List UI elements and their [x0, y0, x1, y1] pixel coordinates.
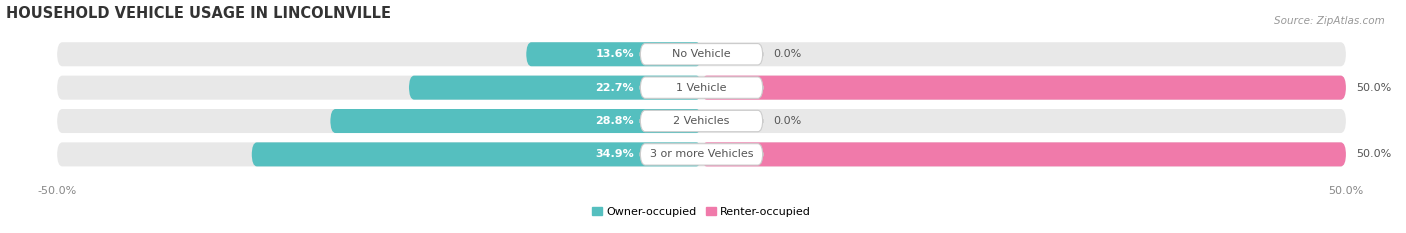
FancyBboxPatch shape	[526, 42, 702, 66]
Text: Source: ZipAtlas.com: Source: ZipAtlas.com	[1274, 16, 1385, 26]
FancyBboxPatch shape	[252, 142, 702, 166]
Text: 13.6%: 13.6%	[595, 49, 634, 59]
Legend: Owner-occupied, Renter-occupied: Owner-occupied, Renter-occupied	[588, 202, 815, 221]
Text: 22.7%: 22.7%	[595, 83, 634, 93]
Text: 50.0%: 50.0%	[1357, 149, 1392, 159]
Text: No Vehicle: No Vehicle	[672, 49, 731, 59]
FancyBboxPatch shape	[58, 76, 1346, 100]
Text: 28.8%: 28.8%	[595, 116, 634, 126]
FancyBboxPatch shape	[702, 142, 1346, 166]
FancyBboxPatch shape	[58, 142, 1346, 166]
FancyBboxPatch shape	[58, 109, 1346, 133]
FancyBboxPatch shape	[409, 76, 702, 100]
FancyBboxPatch shape	[640, 44, 762, 65]
FancyBboxPatch shape	[640, 144, 762, 165]
FancyBboxPatch shape	[702, 76, 1346, 100]
FancyBboxPatch shape	[330, 109, 702, 133]
Text: 50.0%: 50.0%	[1357, 83, 1392, 93]
Text: 0.0%: 0.0%	[773, 116, 801, 126]
FancyBboxPatch shape	[640, 110, 762, 132]
Text: 2 Vehicles: 2 Vehicles	[673, 116, 730, 126]
FancyBboxPatch shape	[58, 42, 1346, 66]
FancyBboxPatch shape	[640, 77, 762, 98]
Text: 3 or more Vehicles: 3 or more Vehicles	[650, 149, 754, 159]
Text: 0.0%: 0.0%	[773, 49, 801, 59]
Text: 1 Vehicle: 1 Vehicle	[676, 83, 727, 93]
Text: 34.9%: 34.9%	[595, 149, 634, 159]
Text: HOUSEHOLD VEHICLE USAGE IN LINCOLNVILLE: HOUSEHOLD VEHICLE USAGE IN LINCOLNVILLE	[6, 6, 391, 21]
